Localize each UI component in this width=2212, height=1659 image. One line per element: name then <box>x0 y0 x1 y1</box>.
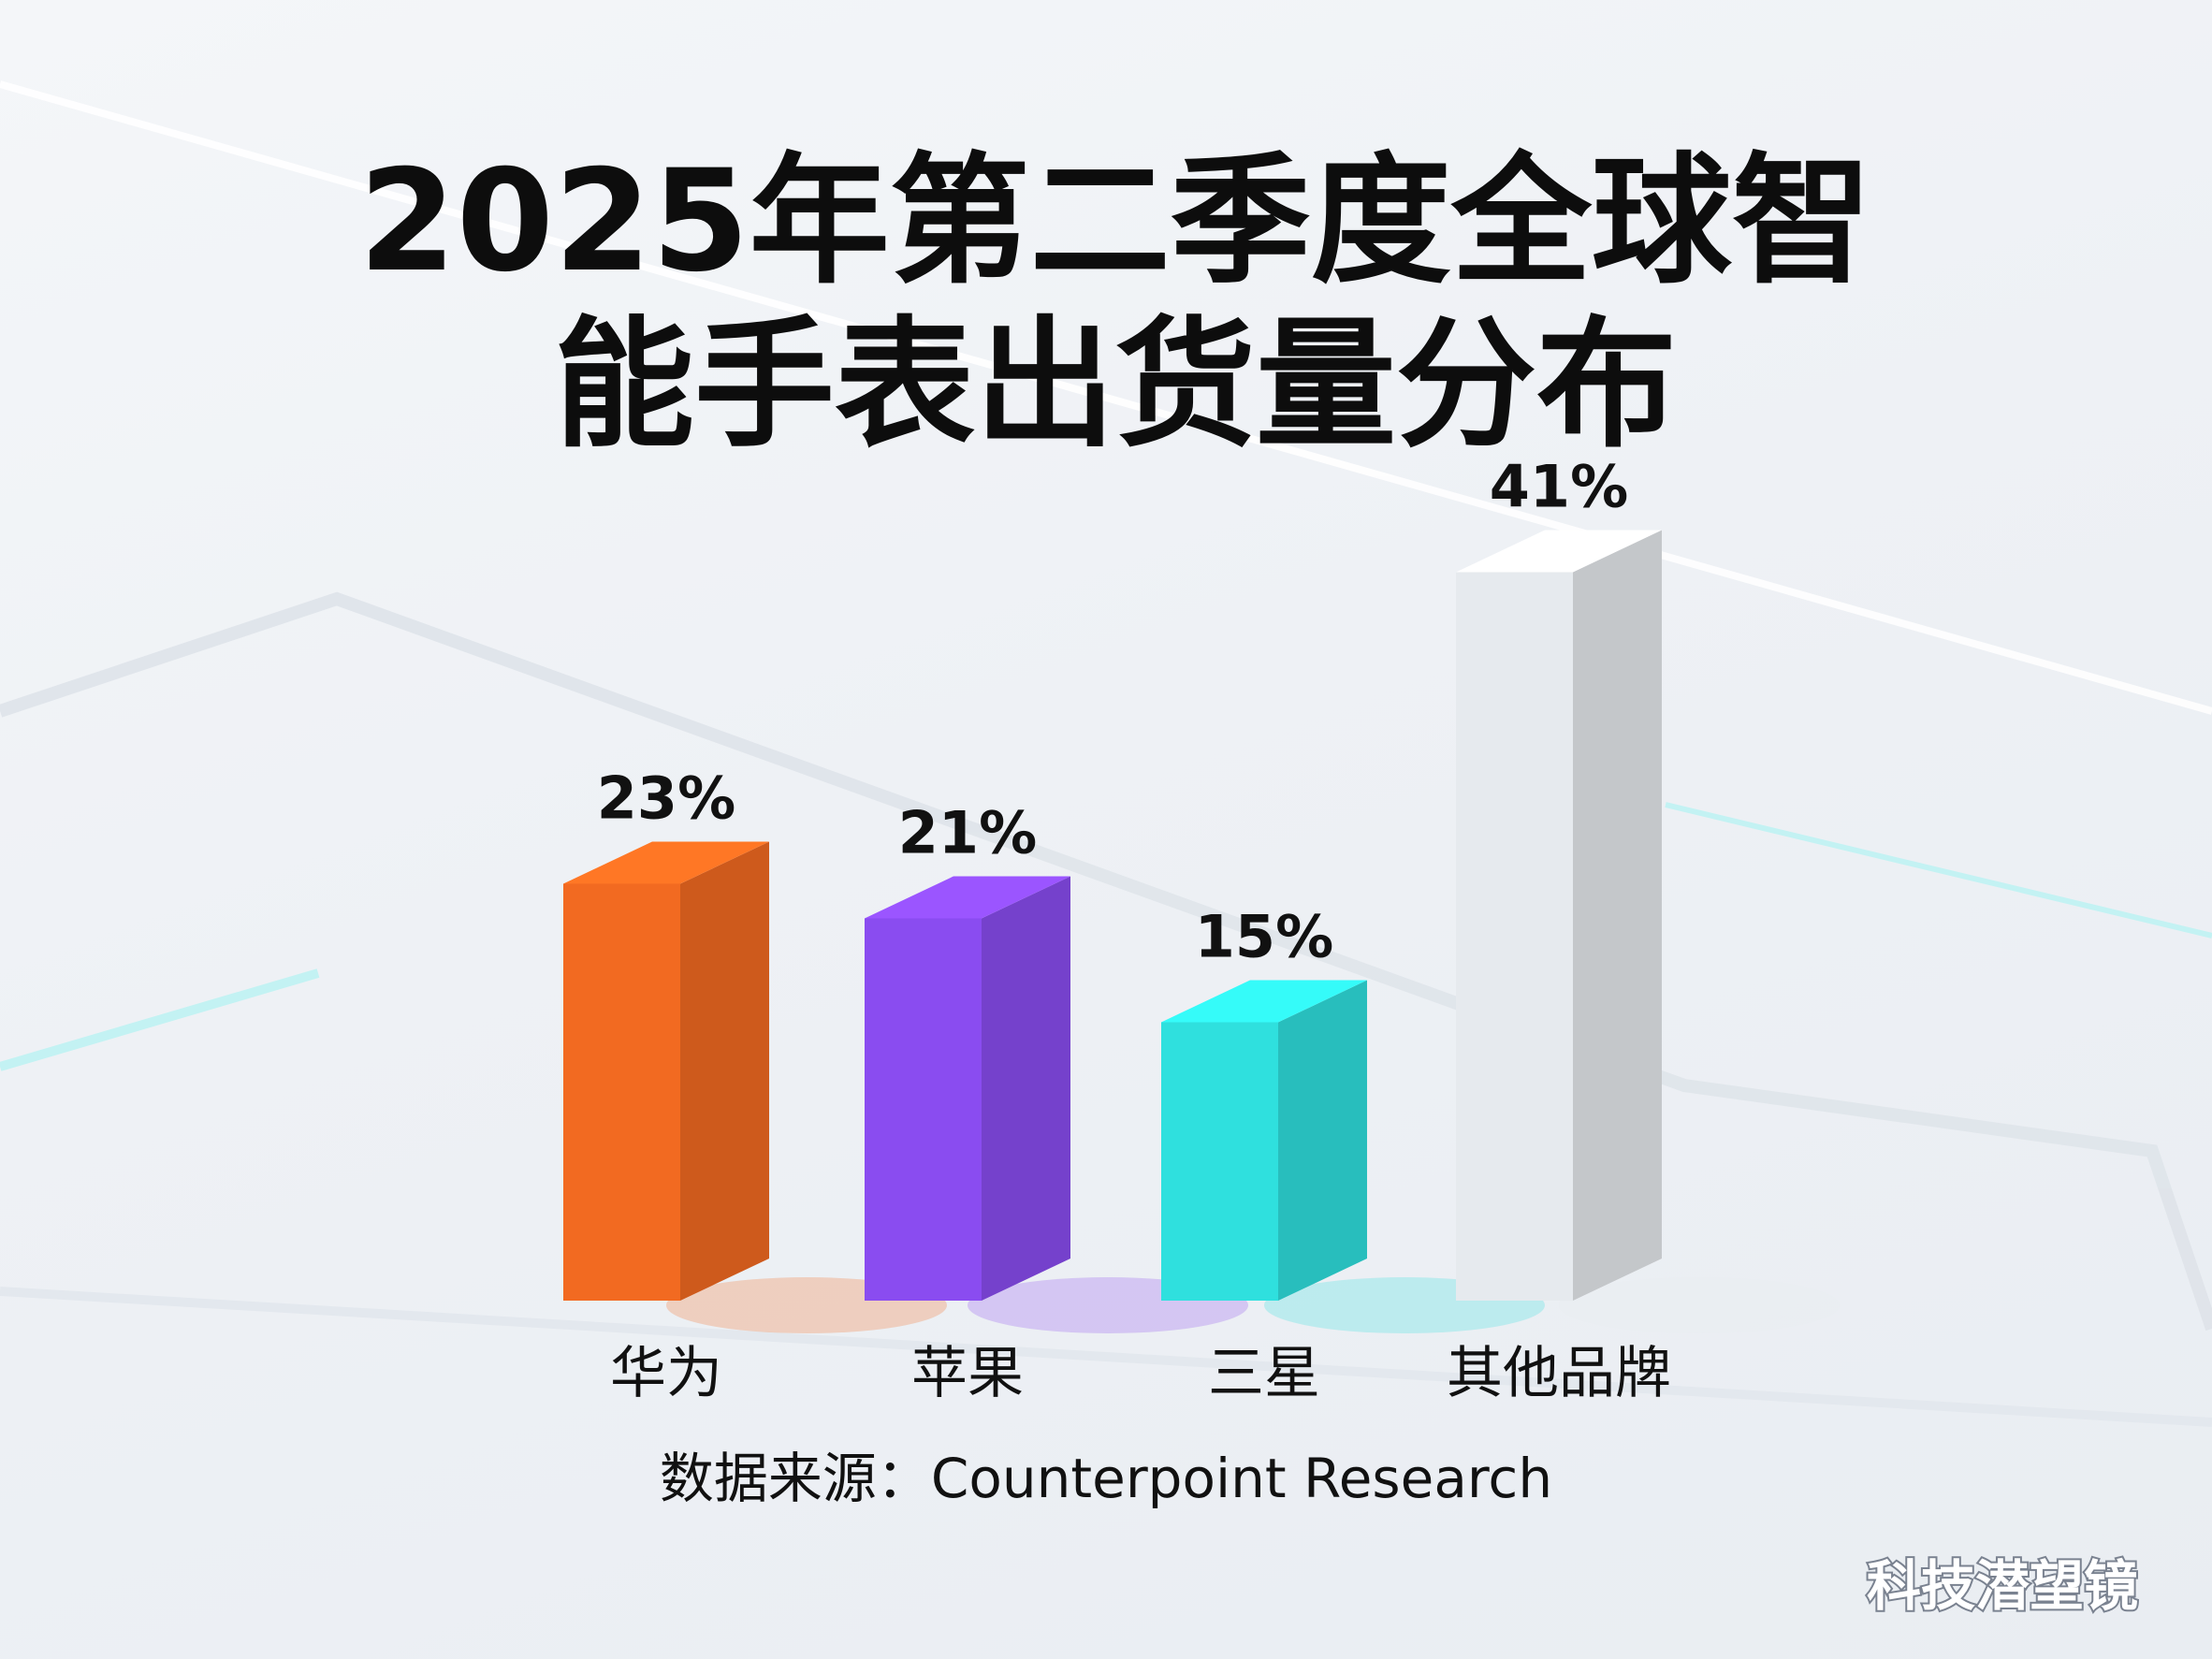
x-tick-label: 华为 <box>610 1341 722 1406</box>
value-label: 15% <box>1195 903 1333 971</box>
bar-top <box>1161 980 1367 1023</box>
x-tick-label: 三星 <box>1208 1341 1320 1406</box>
bar-side <box>982 876 1070 1301</box>
watermark: 科技潜望镜 <box>1867 1554 2138 1618</box>
bar-side <box>1573 530 1662 1301</box>
bar-top <box>563 841 769 884</box>
value-label: 41% <box>1490 453 1628 521</box>
bar-top <box>865 876 1070 919</box>
value-label: 21% <box>898 799 1037 867</box>
bar-top <box>1456 530 1662 573</box>
bar-shadow <box>1559 1277 1840 1333</box>
source-note: 数据来源：Counterpoint Research <box>660 1447 1552 1510</box>
bar-side <box>1278 980 1367 1301</box>
chart-title: 2025年第二季度全球智能手表出货量分布 <box>358 140 1872 467</box>
bar-side <box>680 841 769 1301</box>
bar <box>865 918 982 1301</box>
x-tick-label: 其他品牌 <box>1447 1341 1671 1406</box>
bar <box>1456 572 1573 1301</box>
background-decor <box>0 80 2212 1427</box>
bar <box>563 883 680 1301</box>
x-tick-label: 苹果 <box>911 1341 1024 1406</box>
bar <box>1161 1022 1278 1301</box>
value-label: 23% <box>597 764 735 833</box>
